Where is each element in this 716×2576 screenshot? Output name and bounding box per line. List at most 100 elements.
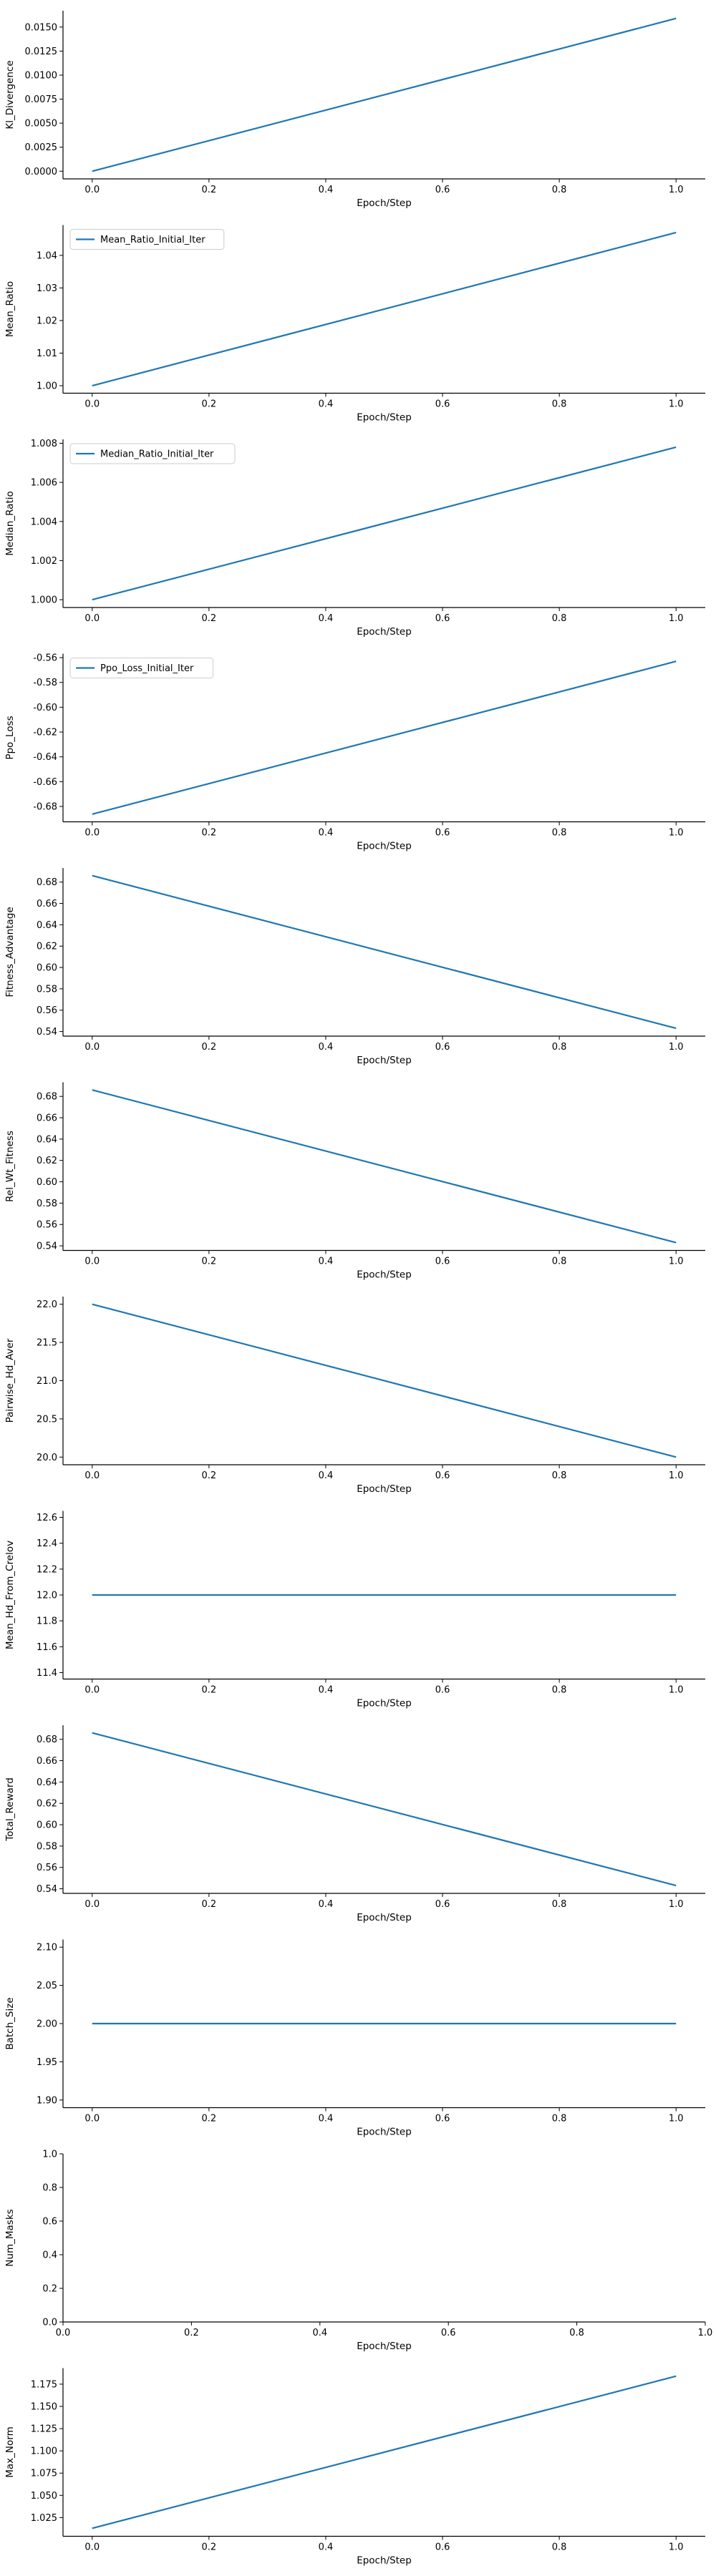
y-tick-label: 0.0125 [25,47,58,57]
y-tick-label: 0.64 [37,920,57,931]
y-tick-label: 20.5 [37,1414,57,1425]
y-tick-label: 12.6 [37,1513,57,1523]
y-tick-label: 0.0 [42,2318,57,2328]
x-tick-label: 0.4 [319,828,334,839]
x-tick-label: 0.2 [184,2328,199,2338]
subplot-12: 0.0 0.2 0.4 0.6 0.8 1.0 1.025 1.050 1.075 1.100 1.… [4,2368,705,2567]
x-tick-label: 0.8 [552,828,567,839]
y-axis-label: Rel_Wt_Fitness [4,1131,16,1202]
x-tick-label: 0.4 [319,613,334,624]
x-axis-label: Epoch/Step [357,1269,412,1281]
x-tick-label: 0.0 [84,185,100,195]
y-tick-label: 0.66 [37,1756,57,1767]
x-tick-label: 1.0 [669,2114,684,2124]
x-tick-label: 0.8 [552,1257,567,1267]
x-tick-label: 0.6 [435,2114,450,2124]
subplot-4: 0.0 0.2 0.4 0.6 0.8 1.0 -0.68 -0.66 -0.64 -0.62 -0… [4,653,705,852]
x-tick-label: 0.2 [202,613,217,624]
series-line [92,1303,677,1458]
x-tick-label: 1.0 [669,1470,684,1481]
y-tick-label: 2.10 [37,1943,57,1953]
y-tick-label: 0.64 [37,1777,57,1788]
series-line [92,2375,677,2529]
y-tick-label: 0.56 [37,1220,57,1231]
x-tick-label: 0.6 [435,2542,450,2553]
x-tick-label: 0.6 [441,2328,456,2338]
y-tick-label: 21.5 [37,1338,57,1349]
subplot-10: 0.0 0.2 0.4 0.6 0.8 1.0 1.90 1.95 2.00 2.05 2.10 Ep… [4,1939,705,2138]
y-tick-label: 2.00 [37,2019,57,2030]
y-tick-label: -0.58 [33,678,57,688]
series-line [92,231,677,387]
x-tick-label: 0.0 [84,1685,100,1696]
y-tick-label: 0.54 [37,1241,57,1252]
x-tick-label: 0.0 [84,1899,100,1910]
x-tick-label: 0.2 [202,1042,217,1053]
y-tick-label: 0.68 [37,1735,57,1745]
x-axis-label: Epoch/Step [357,626,412,638]
y-tick-label: 1.125 [31,2424,57,2435]
x-tick-label: 0.6 [435,1257,450,1267]
series-line [92,1732,677,1887]
subplot-11: 0.0 0.2 0.4 0.6 0.8 1.0 0.0 0.2 0.4 0.6 0.8 1.0 Epoc… [4,2150,712,2353]
x-tick-label: 0.6 [435,828,450,839]
x-tick-label: 0.4 [319,1257,334,1267]
x-tick-label: 0.8 [569,2328,584,2338]
y-tick-label: 0.62 [37,1156,57,1166]
x-axis-label: Epoch/Step [357,1483,412,1495]
x-tick-label: 0.2 [202,1470,217,1481]
y-tick-label: 0.0150 [25,22,58,33]
x-tick-label: 0.0 [84,613,100,624]
legend: Median_Ratio_Initial_Iter [69,443,236,464]
x-tick-label: 0.4 [312,2328,327,2338]
subplot-8: 0.0 0.2 0.4 0.6 0.8 1.0 11.4 11.6 11.8 12.0 12.2 12… [4,1511,705,1709]
x-tick-label: 1.0 [669,828,684,839]
x-tick-label: 0.8 [552,185,567,195]
x-tick-label: 0.4 [319,185,334,195]
x-tick-label: 0.4 [319,1042,334,1053]
legend: Mean_Ratio_Initial_Iter [69,229,225,250]
subplot-6: 0.0 0.2 0.4 0.6 0.8 1.0 0.54 0.56 0.58 0.60 0.62 0.… [4,1082,705,1281]
subplot-9: 0.0 0.2 0.4 0.6 0.8 1.0 0.54 0.56 0.58 0.60 0.62 0.… [4,1725,705,1923]
y-tick-label: 0.54 [37,1027,57,1038]
y-tick-label: -0.60 [33,703,57,713]
subplot-2: 0.0 0.2 0.4 0.6 0.8 1.0 1.00 1.01 1.02 1.03 1.04 Ep… [4,225,705,424]
y-axis-label: Pairwise_Hd_Aver [4,1338,16,1423]
y-axis-label: Mean_Ratio [4,281,16,337]
x-tick-label: 0.2 [202,185,217,195]
x-tick-label: 0.0 [84,1042,100,1053]
x-tick-label: 1.0 [669,399,684,410]
x-tick-label: 0.6 [435,613,450,624]
y-axis-label: Mean_Hd_From_Crelov [4,1541,16,1649]
series-line [92,17,677,172]
x-axis-label: Epoch/Step [357,2341,412,2352]
x-tick-label: 0.6 [435,1685,450,1696]
y-tick-label: 1.95 [37,2057,57,2068]
legend-label: Ppo_Loss_Initial_Iter [100,663,194,674]
y-axis-label: Ppo_Loss [4,716,16,759]
x-tick-label: 1.0 [698,2328,713,2338]
x-tick-label: 1.0 [669,613,684,624]
x-axis-label: Epoch/Step [357,2555,412,2567]
y-tick-label: 1.100 [31,2446,57,2457]
x-axis-label: Epoch/Step [357,412,412,424]
subplot-5: 0.0 0.2 0.4 0.6 0.8 1.0 0.54 0.56 0.58 0.60 0.62 0.… [4,868,705,1066]
y-tick-label: 0.60 [37,963,57,974]
x-tick-label: 0.2 [202,2114,217,2124]
x-tick-label: 0.0 [84,1470,100,1481]
y-tick-label: 0.0075 [25,94,58,105]
y-tick-label: -0.56 [33,653,57,664]
x-axis-label: Epoch/Step [357,1912,412,1923]
y-tick-label: 0.64 [37,1134,57,1145]
y-tick-label: 1.01 [37,348,57,359]
y-tick-label: -0.66 [33,777,57,788]
x-tick-label: 0.6 [435,1899,450,1910]
y-tick-label: 1.008 [31,439,57,449]
x-tick-label: 0.8 [552,2114,567,2124]
y-tick-label: 0.62 [37,942,57,952]
y-tick-label: 0.8 [42,2183,57,2194]
x-tick-label: 0.2 [202,1685,217,1696]
y-tick-label: 12.0 [37,1591,57,1601]
y-axis-label: Batch_Size [4,1997,16,2049]
y-tick-label: 0.0000 [25,167,58,177]
